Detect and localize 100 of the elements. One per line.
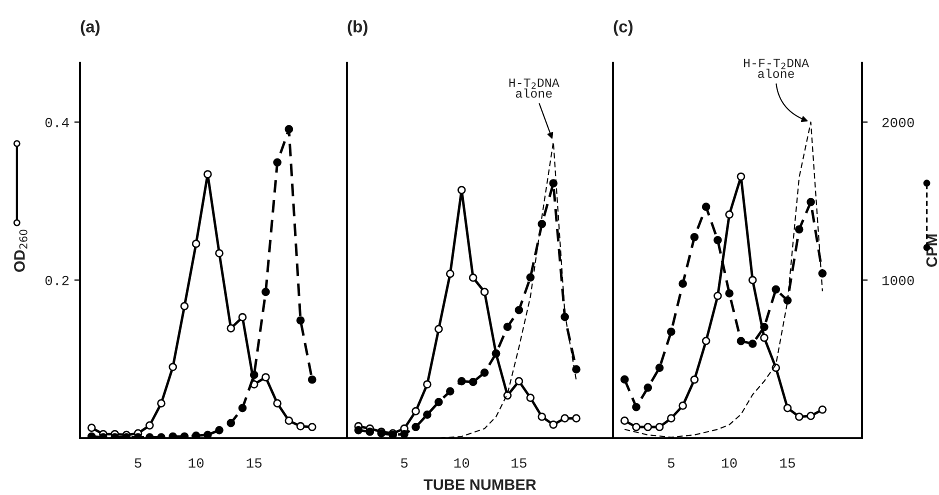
point bbox=[145, 421, 154, 430]
point bbox=[632, 422, 640, 432]
point bbox=[620, 375, 629, 384]
point bbox=[560, 414, 569, 422]
point bbox=[690, 375, 699, 384]
point bbox=[168, 362, 178, 372]
point bbox=[366, 428, 374, 436]
point bbox=[702, 202, 710, 211]
point bbox=[87, 432, 96, 438]
point bbox=[794, 412, 804, 421]
point bbox=[157, 399, 166, 408]
point bbox=[690, 232, 699, 242]
point bbox=[215, 426, 224, 434]
point bbox=[736, 336, 746, 346]
point bbox=[180, 302, 189, 310]
point bbox=[818, 405, 827, 414]
point bbox=[783, 296, 792, 305]
point bbox=[192, 432, 200, 438]
point bbox=[655, 422, 664, 432]
x-tick-label: 5 bbox=[134, 458, 142, 468]
point bbox=[308, 375, 316, 384]
point bbox=[457, 377, 466, 386]
point bbox=[273, 399, 282, 408]
point bbox=[655, 364, 664, 372]
point bbox=[204, 430, 212, 438]
y2-tick-label: 1000 bbox=[882, 276, 914, 286]
point bbox=[354, 426, 363, 434]
x-tick-label: 10 bbox=[188, 458, 204, 468]
point bbox=[480, 288, 489, 296]
point bbox=[308, 422, 316, 432]
point bbox=[514, 306, 524, 314]
x-tick-label: 15 bbox=[512, 458, 526, 468]
point bbox=[560, 312, 569, 322]
point bbox=[725, 210, 734, 219]
point bbox=[180, 432, 189, 438]
point bbox=[503, 322, 512, 332]
point bbox=[736, 172, 746, 181]
point bbox=[238, 404, 247, 412]
point bbox=[296, 422, 305, 430]
point bbox=[204, 170, 212, 178]
y2-tick-label: 2000 bbox=[882, 118, 914, 128]
point bbox=[262, 288, 270, 296]
x-tick-label: 10 bbox=[722, 458, 737, 468]
point bbox=[215, 249, 224, 258]
point bbox=[748, 276, 757, 284]
point bbox=[434, 398, 443, 406]
point bbox=[226, 418, 236, 428]
point bbox=[238, 313, 247, 322]
point bbox=[412, 407, 420, 416]
point bbox=[296, 316, 305, 325]
point bbox=[538, 412, 546, 421]
point bbox=[400, 430, 408, 438]
point bbox=[760, 334, 768, 342]
point bbox=[273, 158, 282, 167]
point bbox=[572, 414, 580, 422]
point bbox=[87, 424, 96, 432]
point bbox=[666, 328, 676, 336]
point bbox=[549, 179, 558, 188]
point bbox=[572, 365, 580, 374]
point bbox=[748, 340, 757, 348]
point bbox=[457, 186, 466, 194]
point bbox=[514, 377, 524, 386]
point bbox=[702, 336, 710, 346]
point bbox=[526, 394, 535, 402]
annotation: H-T$_{2}$DNA alone bbox=[509, 78, 560, 98]
y-tick-label: 0.2 bbox=[45, 276, 69, 286]
point bbox=[423, 410, 432, 419]
chart-title: (c) bbox=[614, 20, 633, 36]
y-tick-label: 0.4 bbox=[45, 118, 69, 128]
annotation: H-F-T$_{2}$DNA alone bbox=[744, 58, 810, 78]
chart-title: (b) bbox=[348, 20, 368, 36]
point bbox=[480, 368, 489, 377]
x-tick-label: 15 bbox=[780, 458, 795, 468]
chart-title: (a) bbox=[80, 20, 100, 36]
point bbox=[434, 324, 443, 334]
point bbox=[446, 270, 454, 278]
point bbox=[250, 370, 258, 380]
point bbox=[678, 280, 687, 288]
point bbox=[644, 384, 652, 392]
point bbox=[644, 422, 652, 432]
point bbox=[666, 414, 676, 422]
x-tick-label: 15 bbox=[246, 458, 262, 468]
point bbox=[549, 420, 558, 429]
point bbox=[284, 416, 294, 425]
point bbox=[468, 378, 478, 386]
point bbox=[168, 432, 178, 438]
x-axis-title: TUBE NUMBER bbox=[424, 479, 536, 490]
point bbox=[620, 416, 629, 425]
point bbox=[226, 324, 236, 332]
x-tick-label: 10 bbox=[454, 458, 470, 468]
point bbox=[772, 285, 780, 294]
point bbox=[284, 125, 294, 134]
point bbox=[725, 289, 734, 298]
point bbox=[714, 292, 722, 300]
point bbox=[262, 373, 270, 382]
point bbox=[446, 387, 454, 396]
point bbox=[714, 236, 722, 244]
point bbox=[678, 402, 687, 410]
point bbox=[192, 240, 200, 248]
x-tick-label: 5 bbox=[400, 458, 408, 468]
